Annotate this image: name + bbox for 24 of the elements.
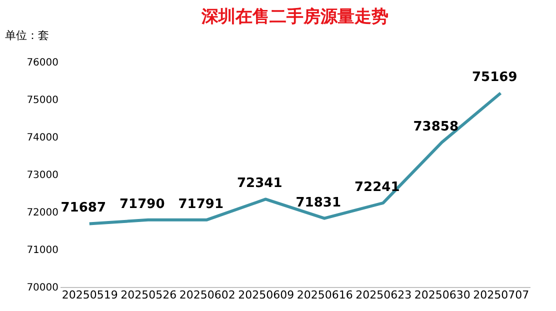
y-tick-label: 70000 bbox=[26, 282, 58, 294]
x-tick-label: 20250630 bbox=[414, 288, 470, 302]
x-tick-label: 20250602 bbox=[179, 288, 236, 302]
data-label: 75169 bbox=[472, 70, 518, 86]
y-tick-label: 76000 bbox=[26, 58, 58, 68]
x-tick-label: 20250707 bbox=[473, 288, 530, 302]
data-label: 72341 bbox=[237, 176, 282, 192]
text: 单位：套 bbox=[5, 29, 49, 42]
data-label: 71790 bbox=[120, 196, 165, 212]
y-tick-label: 73000 bbox=[26, 170, 58, 181]
data-label: 71831 bbox=[296, 195, 341, 210]
y-tick-label: 71000 bbox=[26, 245, 58, 256]
x-tick-label: 20250609 bbox=[238, 288, 294, 302]
x-tick-label: 20250519 bbox=[62, 288, 118, 302]
y-tick-label: 75000 bbox=[26, 95, 58, 106]
x-tick-label: 20250616 bbox=[296, 288, 353, 302]
x-tick-label: 20250526 bbox=[120, 288, 177, 302]
data-label: 71791 bbox=[178, 196, 224, 212]
x-tick-label: 20250623 bbox=[356, 288, 412, 302]
y-tick-label: 74000 bbox=[26, 132, 58, 144]
data-label: 71687 bbox=[60, 200, 106, 216]
y-tick-label: 72000 bbox=[26, 208, 58, 218]
data-label: 73858 bbox=[413, 119, 458, 134]
chart-title: 深圳在售二手房源量走势 bbox=[200, 7, 388, 27]
